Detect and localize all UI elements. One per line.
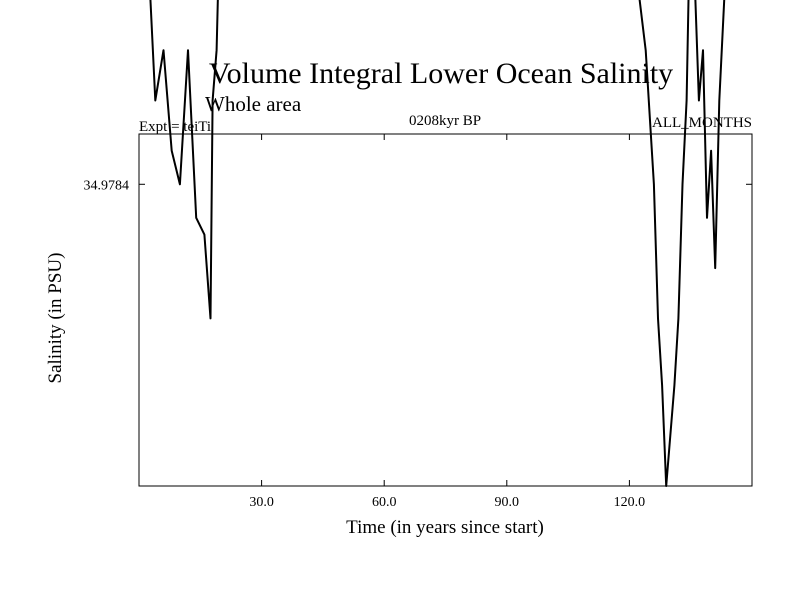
plot-area: 30.0 60.0 90.0 120.0 34.978434.978834.97923… bbox=[84, 0, 753, 510]
x-axis-label: Time (in years since start) bbox=[346, 517, 544, 538]
x-axis-ticks: 30.0 60.0 90.0 120.0 bbox=[249, 134, 645, 510]
chart-title: Volume Integral Lower Ocean Salinity bbox=[209, 57, 673, 90]
x-tick-label: 90.0 bbox=[495, 495, 520, 510]
months-label: ALL_MONTHS bbox=[652, 115, 752, 131]
y-tick-label: 34.9784 bbox=[84, 178, 130, 193]
x-tick-label: 30.0 bbox=[249, 495, 274, 510]
y-axis-label: Salinity (in PSU) bbox=[45, 253, 66, 384]
chart-subtitle: Whole area bbox=[205, 92, 302, 116]
plot-frame bbox=[138, 133, 753, 487]
x-tick-label: 60.0 bbox=[372, 495, 397, 510]
y-axis-ticks: 34.978434.978834.979234.979634.9800 bbox=[84, 178, 752, 193]
period-label: 0208kyr BP bbox=[409, 113, 481, 129]
series-layer bbox=[149, 0, 726, 487]
series-line bbox=[149, 0, 726, 487]
experiment-label: Expt = teiTi bbox=[139, 119, 211, 135]
x-tick-label: 120.0 bbox=[614, 495, 646, 510]
